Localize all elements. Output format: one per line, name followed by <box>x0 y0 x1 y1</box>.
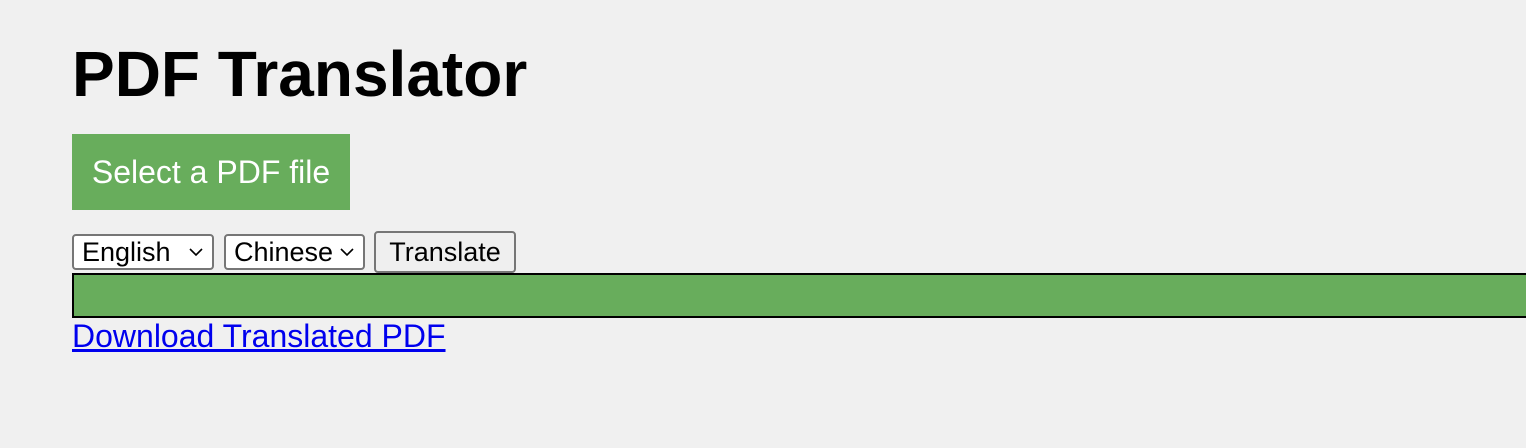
target-language-value: Chinese <box>234 236 334 267</box>
source-language-select[interactable]: English <box>72 234 214 270</box>
translate-button[interactable]: Translate <box>374 231 516 273</box>
translate-label: Translate <box>389 236 501 267</box>
select-pdf-button[interactable]: Select a PDF file <box>72 134 350 210</box>
chevron-down-icon <box>340 248 354 257</box>
page-title: PDF Translator <box>72 38 528 110</box>
download-translated-pdf-link[interactable]: Download Translated PDF <box>72 318 446 354</box>
select-pdf-label: Select a PDF file <box>91 153 331 190</box>
target-language-select[interactable]: Chinese <box>224 234 365 270</box>
source-language-value: English <box>82 236 171 267</box>
chevron-down-icon <box>189 248 203 257</box>
progress-fill <box>74 275 1526 316</box>
progress-bar <box>72 273 1526 318</box>
